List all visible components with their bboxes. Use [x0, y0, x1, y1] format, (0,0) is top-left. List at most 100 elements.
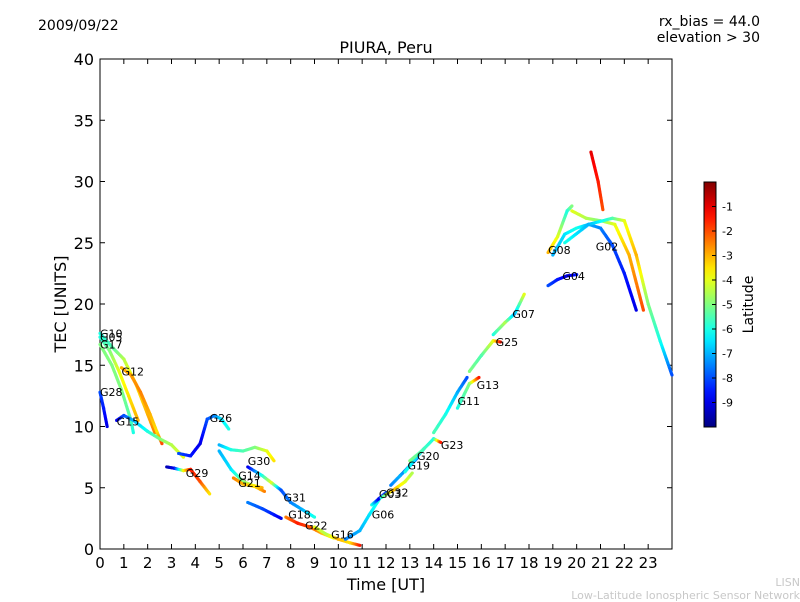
series-label-G07: G07 — [512, 308, 535, 321]
colorbar-tick-label: -7 — [722, 348, 733, 361]
series-label-G04: G04 — [562, 270, 585, 283]
x-tick-label: 14 — [424, 554, 443, 572]
series-label-G15: G15 — [117, 416, 140, 429]
data-point — [136, 418, 140, 422]
colorbar-tick-label: -1 — [722, 201, 733, 214]
series-label-G25: G25 — [496, 336, 519, 349]
data-point — [262, 489, 267, 494]
x-tick-label: 15 — [448, 554, 467, 572]
footer-short: LISN — [775, 576, 800, 589]
x-tick-label: 23 — [639, 554, 658, 572]
y-tick-label: 15 — [74, 356, 94, 375]
series-label-G30: G30 — [248, 455, 271, 468]
series-G02 — [551, 222, 638, 312]
data-point — [634, 308, 638, 312]
series-label-G26: G26 — [210, 412, 233, 425]
series-G30 — [217, 443, 276, 463]
y-tick-label: 5 — [84, 479, 94, 498]
colorbar-tick-label: -3 — [722, 250, 733, 263]
x-tick-label: 12 — [376, 554, 395, 572]
series-label-G28: G28 — [100, 386, 123, 399]
y-tick-label: 20 — [74, 295, 94, 314]
series-label-G20: G20 — [417, 450, 440, 463]
series-label-G29: G29 — [186, 467, 209, 480]
data-point — [465, 375, 469, 380]
x-axis-label: Time [UT] — [346, 575, 425, 594]
colorbar-label: Latitude — [741, 276, 757, 334]
series-G32 — [379, 471, 414, 500]
series-G17 — [98, 342, 135, 435]
data-point — [208, 492, 212, 496]
series-label-G06: G06 — [372, 509, 395, 522]
x-tick-label: 10 — [329, 554, 348, 572]
elevation-label: elevation > 30 — [656, 30, 760, 46]
colorbar-tick-label: -2 — [722, 225, 733, 238]
colorbar-tick-label: -5 — [722, 299, 733, 312]
series-G08 — [546, 204, 574, 255]
series-label-G22: G22 — [305, 520, 328, 533]
x-tick-label: 4 — [191, 554, 201, 572]
data-point — [181, 455, 186, 459]
series-G18 — [246, 500, 283, 520]
x-tick-label: 13 — [400, 554, 419, 572]
y-tick-label: 35 — [74, 111, 94, 130]
series-G28 — [98, 390, 109, 429]
data-point — [601, 208, 605, 212]
data-point — [570, 204, 574, 208]
series-label-G03: G03 — [379, 488, 402, 501]
series-label-G31: G31 — [284, 492, 307, 505]
data-point — [227, 427, 231, 431]
series-label-G12: G12 — [121, 365, 144, 378]
x-tick-label: 8 — [286, 554, 296, 572]
data-point — [477, 375, 481, 380]
series-label-G05: G05 — [100, 331, 123, 344]
y-tick-label: 10 — [74, 418, 94, 437]
x-tick-label: 6 — [238, 554, 248, 572]
x-tick-label: 5 — [214, 554, 224, 572]
y-tick-label: 30 — [74, 173, 94, 192]
x-tick-label: 22 — [615, 554, 634, 572]
data-point — [131, 431, 135, 435]
y-axis-label: TEC [UNITS] — [51, 256, 70, 354]
y-tick-label: 0 — [84, 540, 94, 559]
series-G31 — [246, 465, 317, 519]
series-label-G13: G13 — [477, 379, 500, 392]
data-point — [160, 442, 164, 446]
series-G04 — [546, 273, 579, 288]
x-tick-label: 17 — [496, 554, 515, 572]
data-point — [312, 515, 317, 519]
x-tick-label: 2 — [143, 554, 153, 572]
series-label-G32: G32 — [386, 487, 409, 500]
bias-info: rx_bias = 44.0 elevation > 30 — [657, 14, 760, 46]
series-G05 — [98, 335, 140, 422]
series-G29 — [165, 465, 212, 496]
series-G16 — [312, 525, 362, 547]
series-label-G21: G21 — [238, 477, 261, 490]
data-point — [439, 440, 443, 445]
data-point — [272, 459, 276, 463]
series-G21 — [231, 476, 267, 494]
x-tick-label: 19 — [543, 554, 562, 572]
series-label-G11: G11 — [458, 395, 481, 408]
series-label-G08: G08 — [548, 244, 571, 257]
x-tick-label: 7 — [262, 554, 272, 572]
x-tick-label: 3 — [167, 554, 177, 572]
x-tick-label: 21 — [591, 554, 610, 572]
x-tick-label: 20 — [567, 554, 586, 572]
series-G25 — [467, 339, 502, 373]
x-tick-label: 18 — [519, 554, 538, 572]
series-unlabeled — [589, 150, 605, 212]
series-label-G16: G16 — [331, 528, 354, 541]
x-tick-label: 11 — [353, 554, 372, 572]
series-label-G02: G02 — [596, 240, 619, 253]
colorbar-tick-label: -4 — [722, 274, 733, 287]
footer: LISN Low-Latitude Ionospheric Sensor Net… — [571, 576, 800, 602]
x-tick-label: 16 — [472, 554, 491, 572]
series-G23 — [408, 437, 443, 463]
date-label: 2009/09/22 — [38, 18, 119, 34]
series-label-G14: G14 — [238, 470, 261, 483]
plot-area — [99, 58, 673, 550]
footer-long: Low-Latitude Ionospheric Sensor Network — [571, 589, 800, 602]
data-point — [279, 516, 283, 520]
